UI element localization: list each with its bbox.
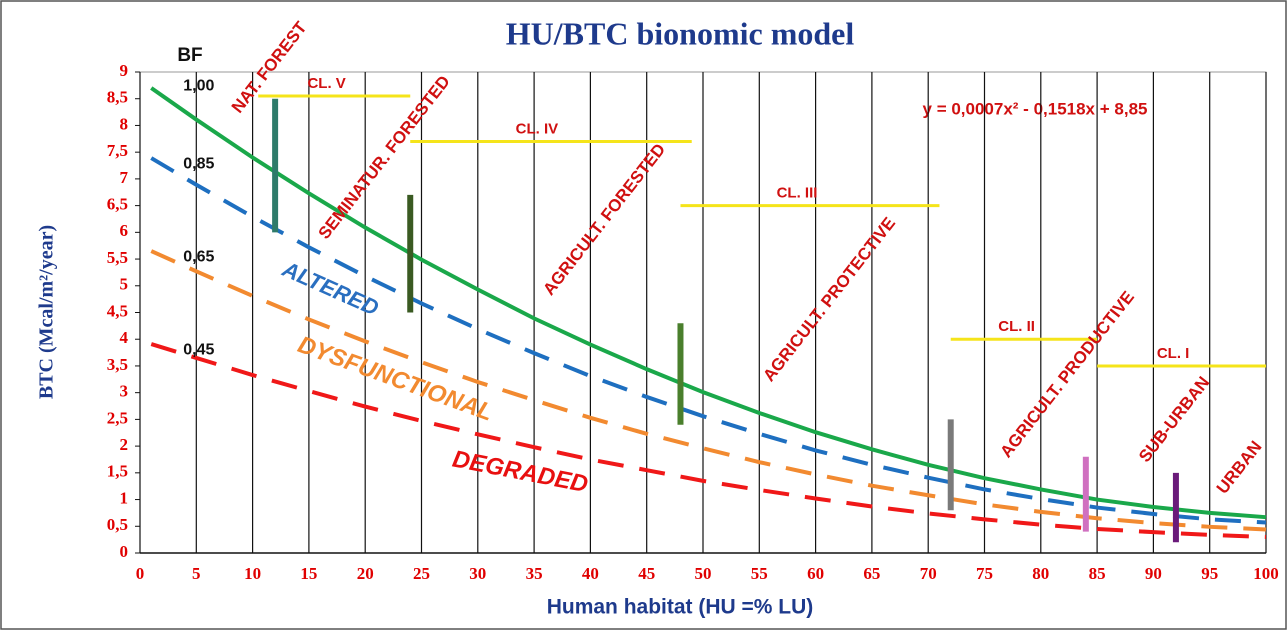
x-tick-label: 65 (863, 564, 880, 583)
y-tick-label: 9 (120, 61, 129, 80)
bf-value: 0,65 (183, 248, 214, 265)
y-tick-label: 5 (120, 275, 129, 294)
y-tick-label: 6 (120, 221, 129, 240)
bf-value: 1,00 (183, 77, 214, 94)
x-tick-label: 55 (751, 564, 768, 583)
equation: y = 0,0007x² - 0,1518x + 8,85 (923, 99, 1148, 118)
y-tick-label: 7,5 (107, 141, 128, 160)
x-tick-label: 80 (1032, 564, 1049, 583)
y-tick-label: 4 (120, 328, 129, 347)
class-label: CL. IV (516, 120, 559, 137)
class-label: CL. V (307, 75, 345, 92)
x-tick-label: 100 (1253, 564, 1279, 583)
x-tick-label: 70 (920, 564, 937, 583)
y-tick-label: 1 (120, 488, 129, 507)
bf-value: 0,45 (183, 341, 214, 358)
bf-label: BF (177, 45, 202, 66)
x-tick-label: 5 (192, 564, 201, 583)
series-line (150, 249, 1267, 532)
x-tick-label: 30 (469, 564, 486, 583)
y-tick-label: 8 (120, 114, 129, 133)
series-line (150, 342, 1267, 539)
x-tick-label: 25 (413, 564, 430, 583)
x-tick-label: 20 (357, 564, 374, 583)
y-tick-label: 6,5 (107, 195, 128, 214)
class-label: CL. III (777, 185, 818, 202)
x-tick-label: 90 (1145, 564, 1162, 583)
y-tick-label: 3 (120, 382, 129, 401)
y-tick-label: 0 (120, 542, 129, 561)
chart-title: HU/BTC bionomic model (506, 15, 855, 51)
x-tick-label: 15 (300, 564, 317, 583)
x-tick-label: 35 (526, 564, 543, 583)
class-label: CL. II (998, 318, 1035, 335)
bf-value: 0,85 (183, 155, 214, 172)
x-tick-label: 40 (582, 564, 599, 583)
x-tick-label: 85 (1089, 564, 1106, 583)
x-tick-label: 60 (807, 564, 824, 583)
y-tick-label: 2,5 (107, 408, 128, 427)
x-tick-label: 10 (244, 564, 261, 583)
x-tick-label: 0 (136, 564, 145, 583)
x-axis-title: Human habitat (HU =% LU) (547, 596, 814, 619)
series-line (150, 86, 1267, 520)
x-tick-label: 75 (976, 564, 993, 583)
y-tick-label: 2 (120, 435, 129, 454)
y-axis-title: BTC (Mcal/m²/year) (36, 225, 58, 399)
y-tick-label: 8,5 (107, 88, 128, 107)
y-tick-label: 5,5 (107, 248, 128, 267)
x-tick-label: 50 (695, 564, 712, 583)
y-tick-label: 1,5 (107, 462, 128, 481)
y-tick-label: 4,5 (107, 301, 128, 320)
y-tick-label: 7 (120, 168, 129, 187)
x-tick-label: 45 (638, 564, 655, 583)
class-label: CL. I (1157, 345, 1190, 362)
y-tick-label: 0,5 (107, 515, 128, 534)
series-line (150, 156, 1267, 525)
x-tick-label: 95 (1201, 564, 1218, 583)
y-tick-label: 3,5 (107, 355, 128, 374)
